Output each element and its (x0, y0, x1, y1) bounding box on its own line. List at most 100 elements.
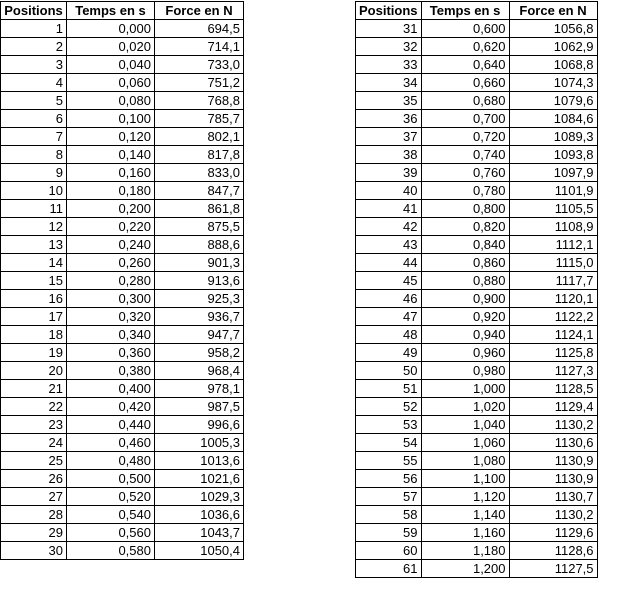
cell-position: 20 (0, 361, 67, 380)
cell-force: 888,6 (154, 235, 244, 254)
cell-force: 1115,0 (508, 253, 598, 272)
table-row: 53 1,040 1130,2 (355, 415, 598, 434)
cell-force: 1084,6 (508, 109, 598, 128)
cell-force: 714,1 (154, 37, 244, 56)
cell-time: 0,340 (66, 325, 155, 344)
cell-position: 47 (355, 307, 422, 326)
cell-time: 0,220 (66, 217, 155, 236)
table-row: 24 0,460 1005,3 (0, 433, 244, 452)
cell-time: 0,520 (66, 487, 155, 506)
cell-time: 0,480 (66, 451, 155, 470)
cell-force: 958,2 (154, 343, 244, 362)
cell-time: 0,720 (420, 127, 510, 146)
cell-force: 1130,7 (508, 487, 598, 506)
cell-force: 1062,9 (508, 37, 598, 56)
cell-time: 0,080 (66, 91, 155, 110)
table-row: 23 0,440 996,6 (0, 415, 244, 434)
table-row: 40 0,780 1101,9 (355, 181, 598, 200)
cell-time: 0,260 (66, 253, 155, 272)
cell-force: 1117,7 (508, 271, 598, 290)
cell-force: 1130,6 (508, 433, 598, 452)
cell-time: 1,160 (420, 523, 510, 542)
table-row: 57 1,120 1130,7 (355, 487, 598, 506)
cell-time: 0,740 (420, 145, 510, 164)
table-row: 18 0,340 947,7 (0, 325, 244, 344)
table-row: 32 0,620 1062,9 (355, 37, 598, 56)
table-row: 44 0,860 1115,0 (355, 253, 598, 272)
cell-force: 785,7 (154, 109, 244, 128)
cell-time: 0,860 (420, 253, 510, 272)
cell-time: 0,320 (66, 307, 155, 326)
cell-position: 5 (0, 91, 67, 110)
cell-force: 987,5 (154, 397, 244, 416)
cell-force: 1036,6 (154, 505, 244, 524)
cell-position: 34 (355, 73, 422, 92)
table-row: 60 1,180 1128,6 (355, 541, 598, 560)
cell-force: 1130,2 (508, 415, 598, 434)
cell-time: 0,560 (66, 523, 155, 542)
cell-position: 31 (355, 19, 422, 38)
cell-time: 0,600 (420, 19, 510, 38)
cell-force: 1128,6 (508, 541, 598, 560)
cell-force: 1127,3 (508, 361, 598, 380)
cell-position: 32 (355, 37, 422, 56)
table-row: 50 0,980 1127,3 (355, 361, 598, 380)
table-row: 59 1,160 1129,6 (355, 523, 598, 542)
cell-position: 60 (355, 541, 422, 560)
cell-position: 14 (0, 253, 67, 272)
table-row: 14 0,260 901,3 (0, 253, 244, 272)
cell-position: 50 (355, 361, 422, 380)
cell-time: 0,880 (420, 271, 510, 290)
header-force: Force en N (508, 1, 598, 20)
table-row: 54 1,060 1130,6 (355, 433, 598, 452)
cell-position: 55 (355, 451, 422, 470)
table-row: 47 0,920 1122,2 (355, 307, 598, 326)
cell-position: 22 (0, 397, 67, 416)
cell-force: 1130,2 (508, 505, 598, 524)
cell-time: 1,040 (420, 415, 510, 434)
cell-force: 1093,8 (508, 145, 598, 164)
cell-position: 41 (355, 199, 422, 218)
cell-position: 42 (355, 217, 422, 236)
cell-position: 3 (0, 55, 67, 74)
cell-position: 36 (355, 109, 422, 128)
cell-time: 0,580 (66, 541, 155, 560)
table-row: 22 0,420 987,5 (0, 397, 244, 416)
cell-time: 0,300 (66, 289, 155, 308)
table-row: 36 0,700 1084,6 (355, 109, 598, 128)
cell-force: 1105,5 (508, 199, 598, 218)
cell-force: 861,8 (154, 199, 244, 218)
table-row: 37 0,720 1089,3 (355, 127, 598, 146)
table-row: 16 0,300 925,3 (0, 289, 244, 308)
cell-time: 1,100 (420, 469, 510, 488)
cell-force: 1043,7 (154, 523, 244, 542)
cell-force: 1074,3 (508, 73, 598, 92)
table-row: 8 0,140 817,8 (0, 145, 244, 164)
table-row: 7 0,120 802,1 (0, 127, 244, 146)
table-row: 5 0,080 768,8 (0, 91, 244, 110)
cell-force: 1129,4 (508, 397, 598, 416)
cell-time: 0,940 (420, 325, 510, 344)
cell-force: 833,0 (154, 163, 244, 182)
cell-position: 12 (0, 217, 67, 236)
table-row: 29 0,560 1043,7 (0, 523, 244, 542)
cell-time: 0,020 (66, 37, 155, 56)
cell-force: 1112,1 (508, 235, 598, 254)
table-row: 30 0,580 1050,4 (0, 541, 244, 560)
cell-position: 44 (355, 253, 422, 272)
cell-position: 25 (0, 451, 67, 470)
cell-time: 0,280 (66, 271, 155, 290)
cell-position: 43 (355, 235, 422, 254)
header-time: Temps en s (420, 1, 510, 20)
cell-time: 0,620 (420, 37, 510, 56)
cell-time: 0,680 (420, 91, 510, 110)
cell-force: 925,3 (154, 289, 244, 308)
cell-time: 0,920 (420, 307, 510, 326)
table-row: 46 0,900 1120,1 (355, 289, 598, 308)
header-positions: Positions (0, 1, 67, 20)
cell-position: 2 (0, 37, 67, 56)
cell-force: 1108,9 (508, 217, 598, 236)
cell-position: 10 (0, 181, 67, 200)
cell-force: 1124,1 (508, 325, 598, 344)
header-row: Positions Temps en s Force en N (0, 1, 244, 20)
